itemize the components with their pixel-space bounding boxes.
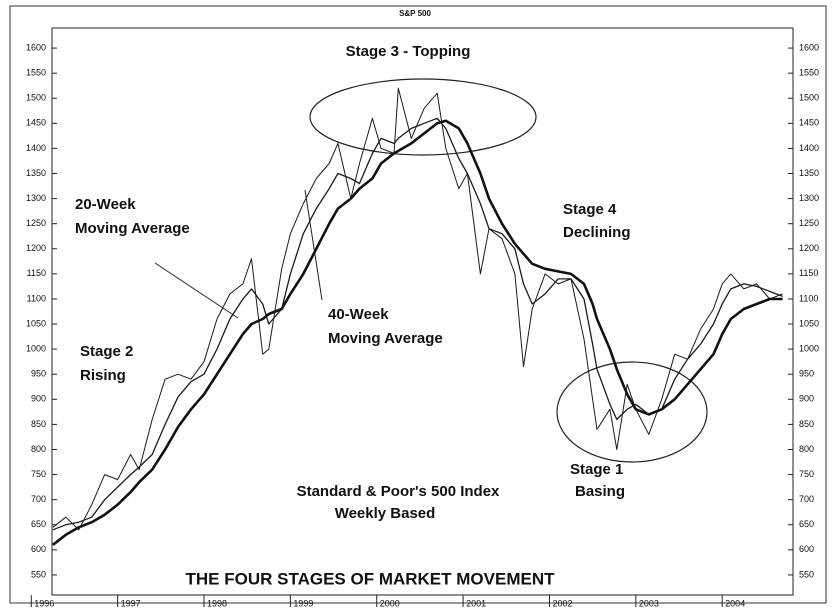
- y2-tick-label: 1100: [799, 293, 818, 303]
- annotation: Weekly Based: [335, 505, 436, 522]
- y-tick-label: 1050: [26, 318, 46, 328]
- y2-tick-label: 1050: [799, 318, 819, 328]
- y-tick-label: 1550: [26, 68, 46, 78]
- x-tick-label: 1997: [121, 598, 141, 608]
- y-tick-label: 1200: [26, 243, 46, 253]
- y2-tick-label: 700: [799, 494, 814, 504]
- y2-tick-label: 600: [799, 544, 814, 554]
- y2-tick-label: 550: [799, 569, 814, 579]
- x-tick-label: 1998: [207, 598, 227, 608]
- chart-title: THE FOUR STAGES OF MARKET MOVEMENT: [186, 569, 556, 588]
- annotation: Standard & Poor's 500 Index: [297, 483, 500, 500]
- x-tick-label: 2001: [466, 598, 486, 608]
- y2-tick-label: 850: [799, 419, 814, 429]
- x-tick-label: 2003: [639, 598, 659, 608]
- frame: [9, 5, 827, 604]
- annotation: Stage 3 - Topping: [346, 43, 471, 60]
- y-tick-label: 1450: [26, 118, 46, 128]
- y2-tick-label: 900: [799, 394, 814, 404]
- x-tick-label: 2002: [552, 598, 572, 608]
- y-tick-label: 1600: [26, 42, 46, 52]
- y-tick-label: 750: [31, 469, 46, 479]
- y2-tick-label: 1200: [799, 243, 819, 253]
- y2-tick-label: 950: [799, 369, 814, 379]
- y2-tick-label: 1150: [799, 268, 818, 278]
- y2-tick-label: 1250: [799, 218, 819, 228]
- y2-tick-label: 750: [799, 469, 814, 479]
- y2-tick-label: 1550: [799, 68, 819, 78]
- y-tick-label: 650: [31, 519, 46, 529]
- y-tick-label: 1000: [26, 344, 46, 354]
- annotation: 40-Week: [328, 306, 389, 323]
- x-tick-label: 1999: [293, 598, 313, 608]
- annotation: Basing: [575, 483, 625, 500]
- y-tick-label: 1300: [26, 193, 46, 203]
- y2-tick-label: 800: [799, 444, 814, 454]
- series-line: [52, 87, 783, 531]
- annotation: Moving Average: [328, 330, 443, 347]
- annotation: Declining: [563, 224, 631, 241]
- y-tick-label: 1150: [27, 268, 46, 278]
- annotation: Stage 2: [80, 343, 133, 360]
- y2-tick-label: 1300: [799, 193, 819, 203]
- y2-tick-label: 1600: [799, 42, 819, 52]
- y2-tick-label: 1000: [799, 344, 819, 354]
- y-tick-label: 1250: [26, 218, 46, 228]
- x-tick-label: 2004: [725, 598, 745, 608]
- basing-ellipse: [556, 361, 708, 463]
- y-tick-label: 950: [31, 369, 46, 379]
- chart-subtitle: S&P 500: [399, 9, 431, 18]
- y-tick-label: 1350: [26, 168, 46, 178]
- plot-area: [51, 27, 794, 596]
- y-tick-label: 600: [31, 544, 46, 554]
- series-line: [52, 117, 783, 531]
- y2-tick-label: 1450: [799, 118, 819, 128]
- annotation: Rising: [80, 367, 126, 384]
- y2-tick-label: 1500: [799, 93, 819, 103]
- y2-tick-label: 1350: [799, 168, 819, 178]
- topping-ellipse: [309, 78, 537, 156]
- annotation: Stage 1: [570, 461, 623, 478]
- pointer-20wk: [154, 262, 239, 319]
- x-tick-label: 1996: [34, 598, 54, 608]
- series-line: [52, 119, 783, 546]
- y-tick-label: 1500: [26, 93, 46, 103]
- y-tick-label: 1100: [27, 293, 46, 303]
- y-tick-label: 850: [31, 419, 46, 429]
- y-tick-label: 1400: [26, 143, 46, 153]
- y2-tick-label: 650: [799, 519, 814, 529]
- x-tick-label: 2000: [380, 598, 400, 608]
- y-tick-label: 900: [31, 394, 46, 404]
- y-tick-label: 700: [31, 494, 46, 504]
- annotation: 20-Week: [75, 196, 136, 213]
- annotation: Moving Average: [75, 220, 190, 237]
- pointer-40wk: [304, 189, 323, 301]
- y2-tick-label: 1400: [799, 143, 819, 153]
- y-tick-label: 800: [31, 444, 46, 454]
- annotation: Stage 4: [563, 201, 617, 218]
- y-tick-label: 550: [31, 569, 46, 579]
